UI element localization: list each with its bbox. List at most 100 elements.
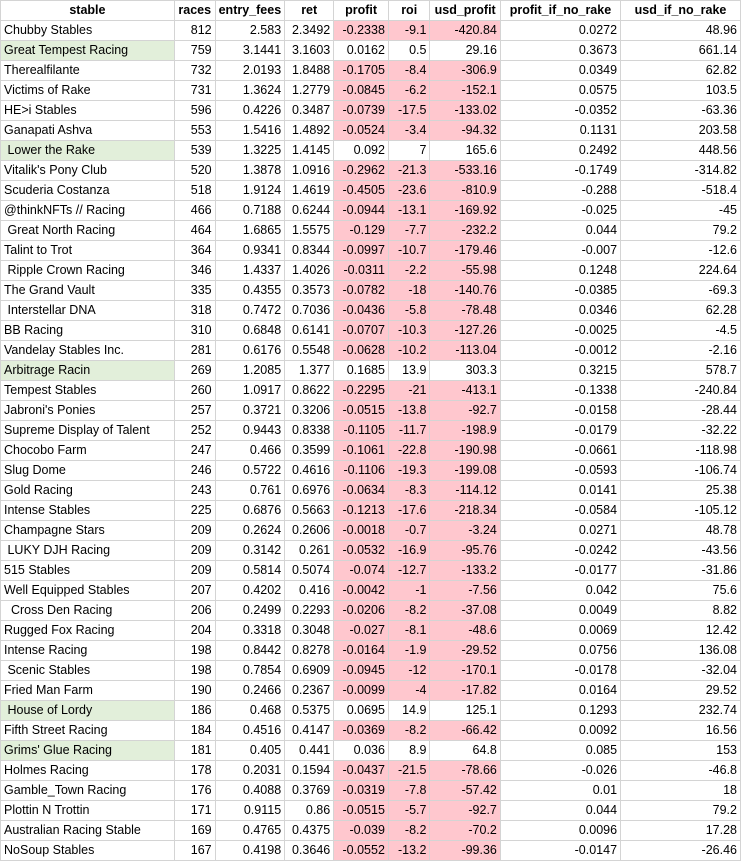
cell-ret[interactable]: 0.86 [284,800,335,821]
cell-ret[interactable]: 1.2779 [284,80,335,101]
cell-profit-if-no-rake[interactable]: -0.0352 [499,100,622,121]
cell-usd-profit[interactable]: -810.9 [429,180,501,201]
cell-roi[interactable]: -3.4 [387,120,431,141]
cell-profit[interactable]: -0.0515 [333,800,389,821]
cell-usd-profit[interactable]: -3.24 [429,520,501,541]
cell-profit[interactable]: 0.036 [333,740,389,761]
cell-profit-if-no-rake[interactable]: 0.0575 [499,80,622,101]
cell-usd-if-no-rake[interactable]: -240.84 [620,380,741,401]
cell-profit[interactable]: -0.0552 [333,840,389,861]
column-header-races[interactable]: races [173,0,216,21]
cell-usd-profit[interactable]: -78.48 [429,300,501,321]
cell-usd-profit[interactable]: -95.76 [429,540,501,561]
cell-stable[interactable]: Interstellar DNA [0,300,175,321]
cell-ret[interactable]: 0.3769 [284,780,335,801]
cell-ret[interactable]: 0.6909 [284,660,335,681]
cell-roi[interactable]: -22.8 [387,440,431,461]
cell-races[interactable]: 184 [173,720,216,741]
cell-entry-fees[interactable]: 0.2624 [214,520,286,541]
cell-roi[interactable]: -9.1 [387,20,431,41]
cell-usd-if-no-rake[interactable]: 79.2 [620,220,741,241]
cell-usd-if-no-rake[interactable]: -46.8 [620,760,741,781]
cell-entry-fees[interactable]: 0.405 [214,740,286,761]
cell-races[interactable]: 318 [173,300,216,321]
cell-roi[interactable]: -10.7 [387,240,431,261]
cell-entry-fees[interactable]: 1.3878 [214,160,286,181]
cell-usd-profit[interactable]: -420.84 [429,20,501,41]
cell-profit[interactable]: 0.092 [333,140,389,161]
cell-roi[interactable]: -21 [387,380,431,401]
cell-profit-if-no-rake[interactable]: 0.2492 [499,140,622,161]
cell-usd-if-no-rake[interactable]: -106.74 [620,460,741,481]
cell-entry-fees[interactable]: 1.4337 [214,260,286,281]
cell-entry-fees[interactable]: 0.9115 [214,800,286,821]
cell-usd-if-no-rake[interactable]: -12.6 [620,240,741,261]
cell-stable[interactable]: @thinkNFTs // Racing [0,200,175,221]
cell-roi[interactable]: -6.2 [387,80,431,101]
cell-profit-if-no-rake[interactable]: -0.0147 [499,840,622,861]
cell-ret[interactable]: 0.6244 [284,200,335,221]
cell-profit[interactable]: -0.4505 [333,180,389,201]
cell-entry-fees[interactable]: 0.2466 [214,680,286,701]
cell-usd-profit[interactable]: -17.82 [429,680,501,701]
cell-races[interactable]: 209 [173,520,216,541]
cell-entry-fees[interactable]: 0.6848 [214,320,286,341]
cell-ret[interactable]: 0.8278 [284,640,335,661]
cell-profit[interactable]: 0.1685 [333,360,389,381]
cell-usd-profit[interactable]: 303.3 [429,360,501,381]
cell-profit[interactable]: -0.0739 [333,100,389,121]
cell-ret[interactable]: 0.3487 [284,100,335,121]
cell-stable[interactable]: NoSoup Stables [0,840,175,861]
cell-roi[interactable]: -8.4 [387,60,431,81]
cell-usd-profit[interactable]: 125.1 [429,700,501,721]
cell-profit[interactable]: -0.0369 [333,720,389,741]
cell-roi[interactable]: -13.2 [387,840,431,861]
cell-stable[interactable]: Therealfilante [0,60,175,81]
cell-roi[interactable]: -5.8 [387,300,431,321]
cell-races[interactable]: 198 [173,640,216,661]
cell-ret[interactable]: 0.261 [284,540,335,561]
cell-stable[interactable]: House of Lordy [0,700,175,721]
cell-roi[interactable]: 14.9 [387,700,431,721]
cell-profit[interactable]: -0.027 [333,620,389,641]
cell-entry-fees[interactable]: 0.4198 [214,840,286,861]
cell-races[interactable]: 260 [173,380,216,401]
cell-usd-if-no-rake[interactable]: 62.28 [620,300,741,321]
cell-profit[interactable]: -0.0042 [333,580,389,601]
cell-profit-if-no-rake[interactable]: -0.025 [499,200,622,221]
cell-roi[interactable]: -13.8 [387,400,431,421]
cell-stable[interactable]: Scenic Stables [0,660,175,681]
cell-stable[interactable]: Plottin N Trottin [0,800,175,821]
cell-profit[interactable]: -0.2338 [333,20,389,41]
cell-profit-if-no-rake[interactable]: -0.1338 [499,380,622,401]
cell-ret[interactable]: 0.5375 [284,700,335,721]
cell-races[interactable]: 190 [173,680,216,701]
cell-races[interactable]: 812 [173,20,216,41]
cell-races[interactable]: 225 [173,500,216,521]
cell-profit[interactable]: -0.0944 [333,200,389,221]
cell-usd-if-no-rake[interactable]: 48.96 [620,20,741,41]
cell-usd-if-no-rake[interactable]: 203.58 [620,120,741,141]
cell-stable[interactable]: Supreme Display of Talent [0,420,175,441]
cell-usd-if-no-rake[interactable]: -26.46 [620,840,741,861]
cell-ret[interactable]: 0.441 [284,740,335,761]
cell-profit[interactable]: -0.0206 [333,600,389,621]
cell-usd-if-no-rake[interactable]: 448.56 [620,140,741,161]
cell-ret[interactable]: 1.4026 [284,260,335,281]
cell-profit-if-no-rake[interactable]: -0.0178 [499,660,622,681]
cell-roi[interactable]: -23.6 [387,180,431,201]
cell-usd-if-no-rake[interactable]: 79.2 [620,800,741,821]
cell-races[interactable]: 198 [173,660,216,681]
cell-profit[interactable]: -0.1061 [333,440,389,461]
cell-roi[interactable]: -8.3 [387,480,431,501]
cell-usd-profit[interactable]: -232.2 [429,220,501,241]
cell-stable[interactable]: 515 Stables [0,560,175,581]
cell-profit-if-no-rake[interactable]: -0.0242 [499,540,622,561]
cell-profit-if-no-rake[interactable]: 0.0164 [499,680,622,701]
cell-entry-fees[interactable]: 0.6876 [214,500,286,521]
cell-profit-if-no-rake[interactable]: 0.1131 [499,120,622,141]
cell-entry-fees[interactable]: 1.2085 [214,360,286,381]
cell-ret[interactable]: 0.416 [284,580,335,601]
cell-usd-if-no-rake[interactable]: -118.98 [620,440,741,461]
cell-ret[interactable]: 0.3599 [284,440,335,461]
